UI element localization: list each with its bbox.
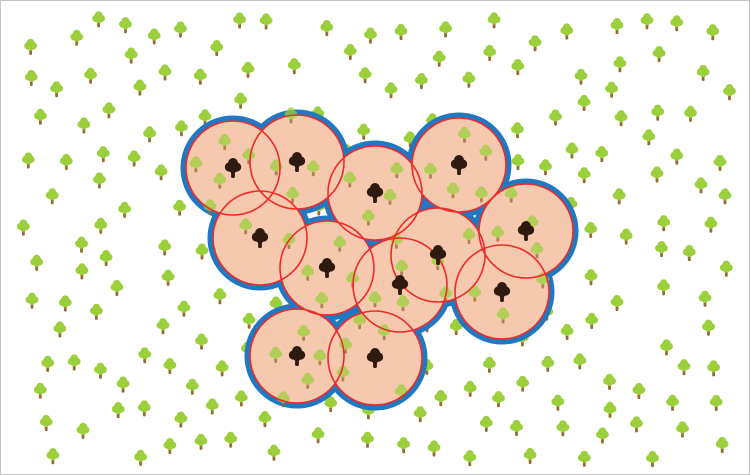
range-circle-4 xyxy=(411,117,507,213)
range-circle-9 xyxy=(352,237,448,333)
range-circle-8 xyxy=(390,207,486,303)
tree-range-circles xyxy=(185,114,574,406)
range-circle-10 xyxy=(454,244,550,340)
range-circle-6 xyxy=(279,220,375,316)
range-circle-12 xyxy=(327,310,423,406)
range-circle-11 xyxy=(249,308,345,404)
range-circle-5 xyxy=(212,190,308,286)
range-circle-1 xyxy=(185,120,281,216)
